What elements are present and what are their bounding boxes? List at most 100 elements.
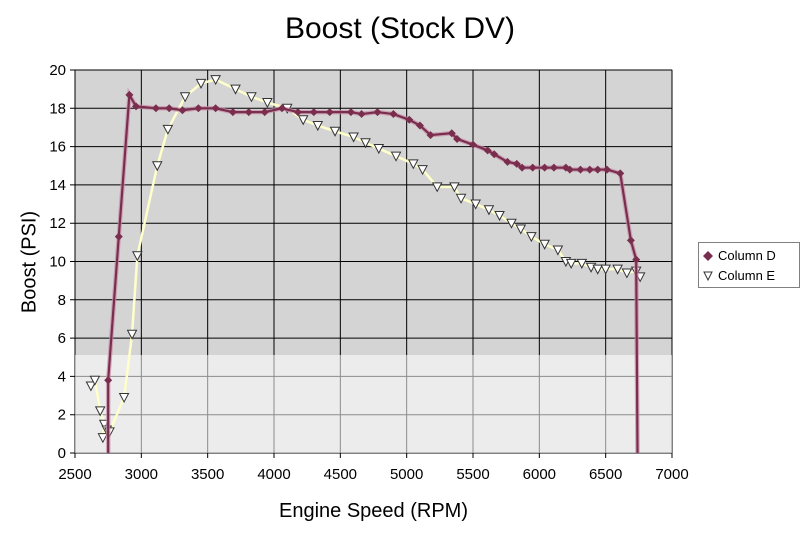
data-point-triangle <box>329 126 341 137</box>
series-column-e <box>85 75 646 444</box>
legend-item-column-d: Column D <box>703 248 776 263</box>
x-tick-label: 4000 <box>257 466 290 483</box>
data-point-diamond <box>540 163 549 172</box>
x-tick-label: 5500 <box>456 466 489 483</box>
data-point-triangle <box>360 138 371 149</box>
data-point-triangle <box>312 121 324 132</box>
y-tick-label: 2 <box>58 407 66 424</box>
data-point-diamond <box>626 236 635 245</box>
data-point-triangle <box>592 264 604 275</box>
diamond-marker-icon <box>703 250 713 261</box>
y-tick-label: 20 <box>49 62 66 79</box>
data-point-triangle <box>132 251 143 262</box>
x-tick-label: 7000 <box>655 466 688 483</box>
x-tick-label: 3500 <box>191 466 224 483</box>
data-point-triangle <box>515 224 527 235</box>
y-tick-label: 14 <box>49 177 66 194</box>
data-point-triangle <box>94 406 106 417</box>
data-point-triangle <box>179 92 191 103</box>
data-point-diamond <box>512 159 521 168</box>
data-point-diamond <box>178 106 187 115</box>
data-point-diamond <box>228 108 237 117</box>
data-point-triangle <box>118 392 130 404</box>
x-tick-label: 6500 <box>589 466 622 483</box>
data-point-diamond <box>405 115 414 124</box>
data-point-triangle <box>390 151 402 162</box>
data-point-diamond <box>632 255 641 264</box>
data-point-diamond <box>114 232 123 241</box>
y-tick-label: 10 <box>49 254 66 271</box>
data-point-triangle <box>262 98 273 109</box>
data-point-diamond <box>549 163 558 172</box>
data-point-triangle <box>89 375 101 386</box>
y-tick-label: 12 <box>49 215 66 232</box>
data-point-triangle <box>407 159 419 170</box>
legend-item-column-e: Column E <box>703 268 775 283</box>
y-tick-label: 16 <box>49 139 66 156</box>
data-point-triangle <box>85 381 97 392</box>
data-point-triangle <box>373 144 385 155</box>
y-tick-label: 6 <box>58 330 66 347</box>
triangle-down-marker-icon <box>703 271 713 281</box>
legend-label: Column D <box>718 248 776 263</box>
data-point-diamond <box>503 157 512 166</box>
y-tick-label: 0 <box>58 445 66 462</box>
data-point-triangle <box>246 92 257 103</box>
series-column-d <box>104 87 641 454</box>
data-point-diamond <box>125 90 134 99</box>
data-point-triangle <box>483 205 495 216</box>
data-point-diamond <box>389 110 398 119</box>
data-point-triangle <box>97 433 109 444</box>
data-point-diamond <box>293 108 302 117</box>
data-point-triangle <box>431 182 443 193</box>
chart-title: Boost (Stock DV) <box>284 12 516 45</box>
data-point-diamond <box>483 146 492 155</box>
y-tick-label: 8 <box>58 292 66 309</box>
data-point-diamond <box>469 140 477 149</box>
data-point-diamond <box>565 165 574 174</box>
data-point-triangle <box>449 182 460 193</box>
data-point-triangle <box>230 84 241 95</box>
y-tick-label: 18 <box>49 100 66 117</box>
data-point-triangle <box>539 239 550 250</box>
data-point-triangle <box>195 78 207 89</box>
data-point-diamond <box>616 169 625 178</box>
data-point-diamond <box>576 165 585 174</box>
data-point-diamond <box>447 129 456 138</box>
data-point-diamond <box>165 104 174 113</box>
data-point-diamond <box>194 104 203 113</box>
data-point-diamond <box>260 108 269 117</box>
data-point-diamond <box>244 108 253 117</box>
data-point-diamond <box>602 165 611 174</box>
legend: Column D Column E <box>698 242 800 288</box>
data-point-diamond <box>415 121 424 130</box>
x-tick-label: 4500 <box>324 466 357 483</box>
data-point-triangle <box>506 218 517 229</box>
legend-label: Column E <box>718 268 776 283</box>
data-point-triangle <box>297 115 309 126</box>
data-point-diamond <box>277 104 286 113</box>
x-tick-label: 6000 <box>523 466 556 483</box>
data-point-diamond <box>325 108 334 117</box>
data-point-triangle <box>552 245 564 256</box>
data-point-triangle <box>417 165 428 176</box>
data-point-triangle <box>348 132 359 143</box>
data-point-diamond <box>593 165 602 174</box>
data-point-diamond <box>309 108 318 117</box>
data-point-triangle <box>494 211 505 222</box>
data-point-triangle <box>576 258 588 269</box>
x-tick-label: 5000 <box>390 466 423 483</box>
data-point-triangle <box>526 232 537 243</box>
data-point-diamond <box>132 102 141 111</box>
data-point-triangle <box>470 199 481 210</box>
data-point-triangle <box>162 124 174 135</box>
data-point-diamond <box>426 131 435 140</box>
data-point-diamond <box>518 163 527 172</box>
y-tick-label: 4 <box>58 368 66 385</box>
data-point-diamond <box>346 108 355 117</box>
data-point-triangle <box>455 193 467 204</box>
x-tick-label: 3000 <box>125 466 158 483</box>
data-point-diamond <box>211 104 220 113</box>
data-point-diamond <box>490 150 499 159</box>
